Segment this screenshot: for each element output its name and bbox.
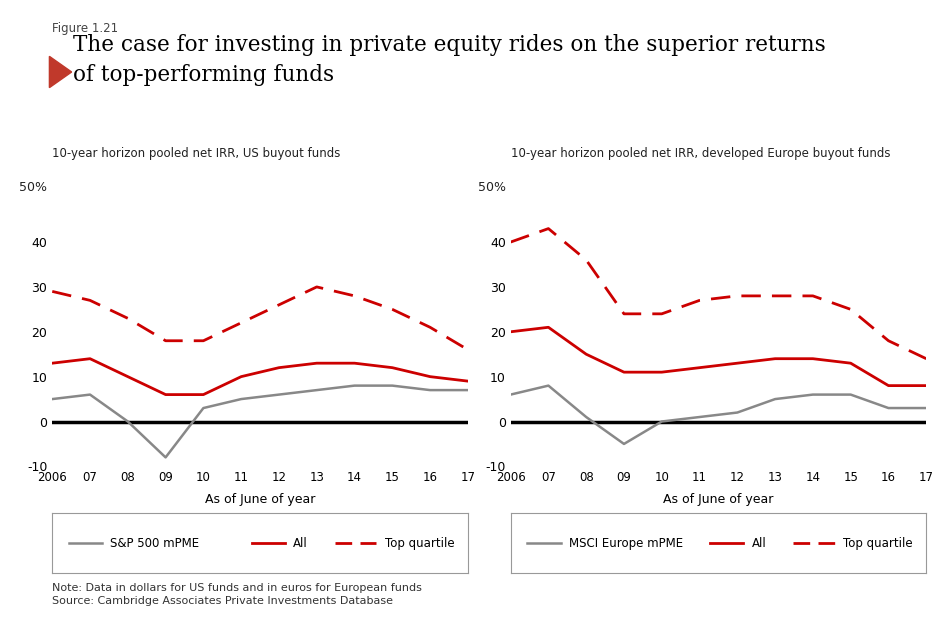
Text: All: All [294,536,308,550]
Text: Note: Data in dollars for US funds and in euros for European funds: Note: Data in dollars for US funds and i… [52,583,422,593]
Text: Source: Cambridge Associates Private Investments Database: Source: Cambridge Associates Private Inv… [52,596,393,606]
Text: 50%: 50% [478,181,505,194]
X-axis label: As of June of year: As of June of year [205,493,315,506]
Text: 50%: 50% [20,181,48,194]
Text: US: US [250,174,271,188]
Text: MSCI Europe mPME: MSCI Europe mPME [569,536,683,550]
Text: Top quartile: Top quartile [844,536,913,550]
Text: Figure 1.21: Figure 1.21 [52,22,119,35]
Text: of top-performing funds: of top-performing funds [73,64,334,86]
Text: S&P 500 mPME: S&P 500 mPME [110,536,200,550]
Text: 10-year horizon pooled net IRR, developed Europe buyout funds: 10-year horizon pooled net IRR, develope… [511,147,890,160]
Text: 10-year horizon pooled net IRR, US buyout funds: 10-year horizon pooled net IRR, US buyou… [52,147,341,160]
Text: The case for investing in private equity rides on the superior returns: The case for investing in private equity… [73,34,826,56]
Text: Top quartile: Top quartile [385,536,454,550]
Text: Developed Europe: Developed Europe [647,174,790,188]
X-axis label: As of June of year: As of June of year [663,493,773,506]
Text: All: All [751,536,767,550]
